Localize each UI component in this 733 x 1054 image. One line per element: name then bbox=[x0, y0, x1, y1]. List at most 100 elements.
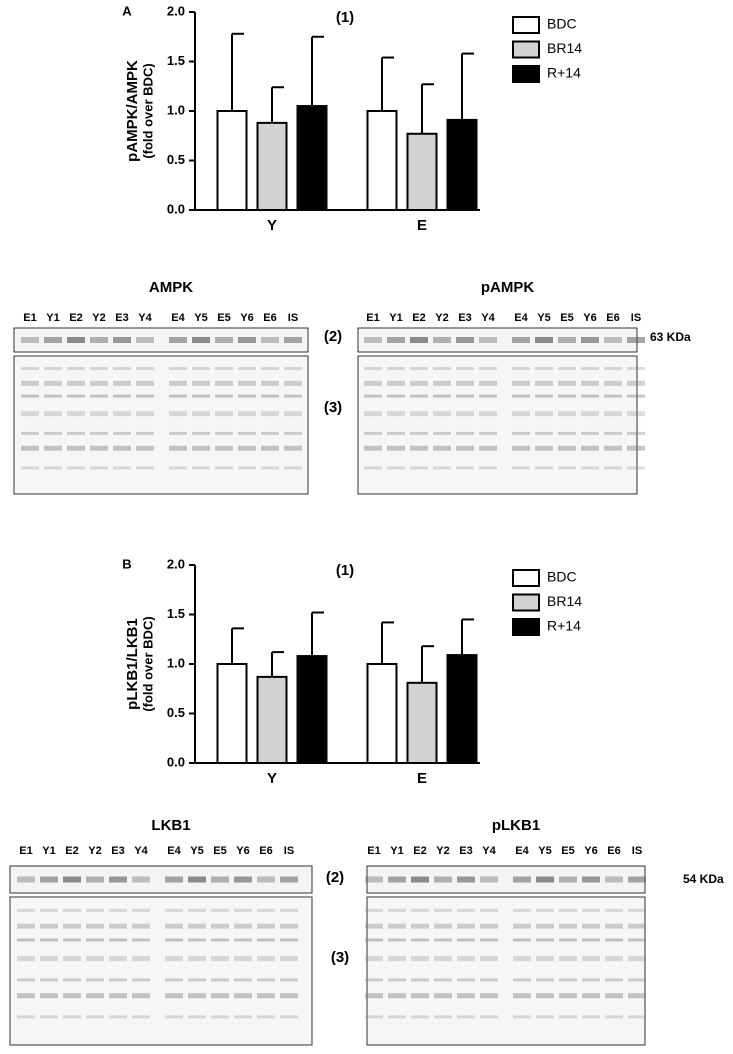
lane-label: E4 bbox=[514, 312, 528, 324]
stain-band bbox=[21, 466, 39, 470]
stain-band bbox=[628, 978, 646, 982]
bar bbox=[296, 655, 328, 765]
legend-label: BR14 bbox=[547, 40, 582, 56]
stain-band bbox=[364, 380, 382, 386]
stain-band bbox=[628, 993, 646, 999]
stain-band bbox=[86, 1015, 104, 1019]
stain-band bbox=[132, 908, 150, 912]
lane-label: Y6 bbox=[583, 312, 596, 324]
blot-band bbox=[559, 876, 577, 883]
blot-band bbox=[21, 337, 39, 343]
lane-label: Y5 bbox=[538, 845, 551, 857]
stain-band bbox=[410, 367, 428, 371]
lane-label: E2 bbox=[413, 845, 426, 857]
stain-band bbox=[132, 993, 150, 999]
stain-band bbox=[44, 431, 62, 435]
stain-band bbox=[192, 367, 210, 371]
stain-band bbox=[536, 956, 554, 962]
y-axis-label: pLKB1/LKB1 bbox=[124, 618, 141, 710]
blot-band bbox=[109, 876, 127, 883]
stain-band bbox=[67, 445, 85, 451]
stain-band bbox=[113, 367, 131, 371]
stain-band bbox=[238, 466, 256, 470]
stain-band bbox=[40, 1015, 58, 1019]
stain-band bbox=[192, 380, 210, 386]
stain-band bbox=[456, 367, 474, 371]
stain-band bbox=[234, 908, 252, 912]
stain-band bbox=[480, 993, 498, 999]
blot-band bbox=[280, 876, 298, 883]
stain-band bbox=[512, 466, 530, 470]
stain-band bbox=[165, 993, 183, 999]
stain-band bbox=[559, 923, 577, 929]
y-tick-label: 1.0 bbox=[167, 655, 185, 670]
stain-band bbox=[90, 431, 108, 435]
stain-band bbox=[605, 923, 623, 929]
lane-label: IS bbox=[288, 312, 298, 324]
y-tick-label: 0.5 bbox=[167, 705, 185, 720]
blot-band bbox=[90, 337, 108, 343]
stain-band bbox=[512, 394, 530, 398]
stain-band bbox=[132, 956, 150, 962]
stain-band bbox=[456, 445, 474, 451]
stain-band bbox=[536, 938, 554, 942]
blot-band bbox=[387, 337, 405, 343]
stain-band bbox=[457, 923, 475, 929]
lane-label: E3 bbox=[115, 312, 128, 324]
blot-band bbox=[113, 337, 131, 343]
blot-band bbox=[512, 337, 530, 343]
stain-band bbox=[280, 908, 298, 912]
stain-band bbox=[280, 978, 298, 982]
stain-band bbox=[63, 978, 81, 982]
blot-band bbox=[257, 876, 275, 883]
stain-band bbox=[456, 411, 474, 417]
blot-band bbox=[535, 337, 553, 343]
stain-band bbox=[165, 938, 183, 942]
stain-band bbox=[21, 367, 39, 371]
stain-band bbox=[627, 431, 645, 435]
stain-band bbox=[284, 431, 302, 435]
blot-band bbox=[211, 876, 229, 883]
blot-band bbox=[192, 337, 210, 343]
blot-band bbox=[86, 876, 104, 883]
stain-band bbox=[559, 1015, 577, 1019]
x-tick-label: E bbox=[417, 217, 427, 234]
bar bbox=[296, 105, 328, 211]
lane-label: IS bbox=[632, 845, 642, 857]
stain-band bbox=[604, 394, 622, 398]
y-tick-label: 0.5 bbox=[167, 152, 185, 167]
stain-band bbox=[365, 978, 383, 982]
stain-band bbox=[628, 956, 646, 962]
stain-band bbox=[457, 1015, 475, 1019]
stain-band bbox=[388, 938, 406, 942]
lane-label: E1 bbox=[367, 845, 380, 857]
stain-band bbox=[581, 431, 599, 435]
stain-band bbox=[284, 445, 302, 451]
stain-band bbox=[188, 1015, 206, 1019]
blot-band bbox=[479, 337, 497, 343]
stain-band bbox=[90, 394, 108, 398]
stain-band bbox=[433, 380, 451, 386]
stain-band bbox=[86, 956, 104, 962]
stain-band bbox=[86, 908, 104, 912]
stain-band bbox=[192, 445, 210, 451]
stain-band bbox=[211, 923, 229, 929]
stain-band bbox=[535, 367, 553, 371]
stain-band bbox=[433, 394, 451, 398]
stain-band bbox=[280, 993, 298, 999]
stain-band bbox=[215, 380, 233, 386]
blot-band bbox=[44, 337, 62, 343]
stain-band bbox=[113, 445, 131, 451]
stain-band bbox=[628, 1015, 646, 1019]
bar bbox=[406, 132, 438, 212]
blot-band bbox=[581, 337, 599, 343]
stain-band bbox=[284, 466, 302, 470]
lane-label: E1 bbox=[366, 312, 379, 324]
stain-band bbox=[257, 1015, 275, 1019]
stain-band bbox=[90, 445, 108, 451]
stain-band bbox=[364, 394, 382, 398]
stain-band bbox=[457, 938, 475, 942]
stain-band bbox=[513, 923, 531, 929]
legend-label: BR14 bbox=[547, 593, 582, 609]
